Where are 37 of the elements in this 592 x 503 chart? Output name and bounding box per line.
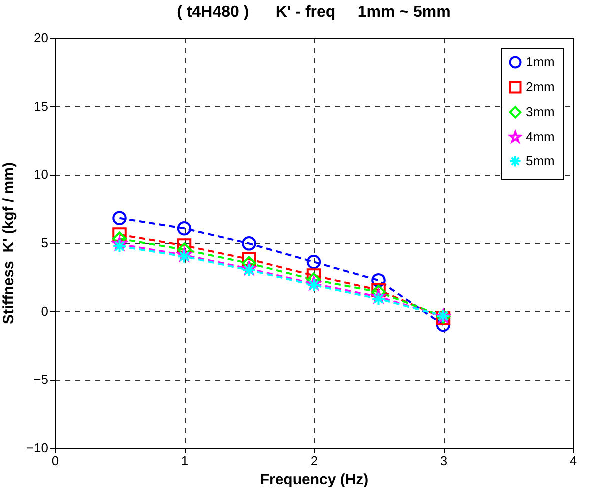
point <box>177 222 192 236</box>
chart-title: ( t4H480 ) K' - freq 1mm ~ 5mm <box>177 4 451 21</box>
point <box>177 238 192 253</box>
legend-label: 5mm <box>526 154 555 168</box>
x-tick-label: 2 <box>310 454 318 468</box>
y-tick-label: 20 <box>34 30 48 46</box>
y-axis-title: Stiffness K' (kgf / mm) <box>0 162 18 324</box>
point <box>372 273 386 288</box>
legend-label: 4mm <box>526 130 555 144</box>
y-tick-label: −10 <box>26 440 48 456</box>
point <box>242 263 256 278</box>
point <box>112 237 127 250</box>
legend-label: 1mm <box>526 54 555 70</box>
point <box>242 252 256 267</box>
y-tick-label: 10 <box>34 167 48 182</box>
point <box>242 262 256 275</box>
point <box>112 228 127 242</box>
point <box>242 236 256 251</box>
point <box>372 292 386 306</box>
point <box>306 255 322 270</box>
x-tick-label: 4 <box>570 454 578 468</box>
x-tick-label: 1 <box>181 454 189 468</box>
point <box>112 239 127 254</box>
point <box>307 276 321 290</box>
x-tick-label: 0 <box>52 454 60 468</box>
x-tick-label: 3 <box>440 454 448 468</box>
y-tick-label: −5 <box>34 372 48 388</box>
y-tick-label: 5 <box>41 236 48 250</box>
legend-label: 3mm <box>526 104 555 120</box>
point <box>306 278 322 292</box>
point <box>372 290 386 303</box>
legend-label: 2mm <box>526 80 555 94</box>
point <box>112 211 127 226</box>
point <box>177 250 192 264</box>
y-tick-label: 0 <box>41 304 48 319</box>
y-tick-label: 15 <box>34 98 48 114</box>
point <box>178 248 192 262</box>
